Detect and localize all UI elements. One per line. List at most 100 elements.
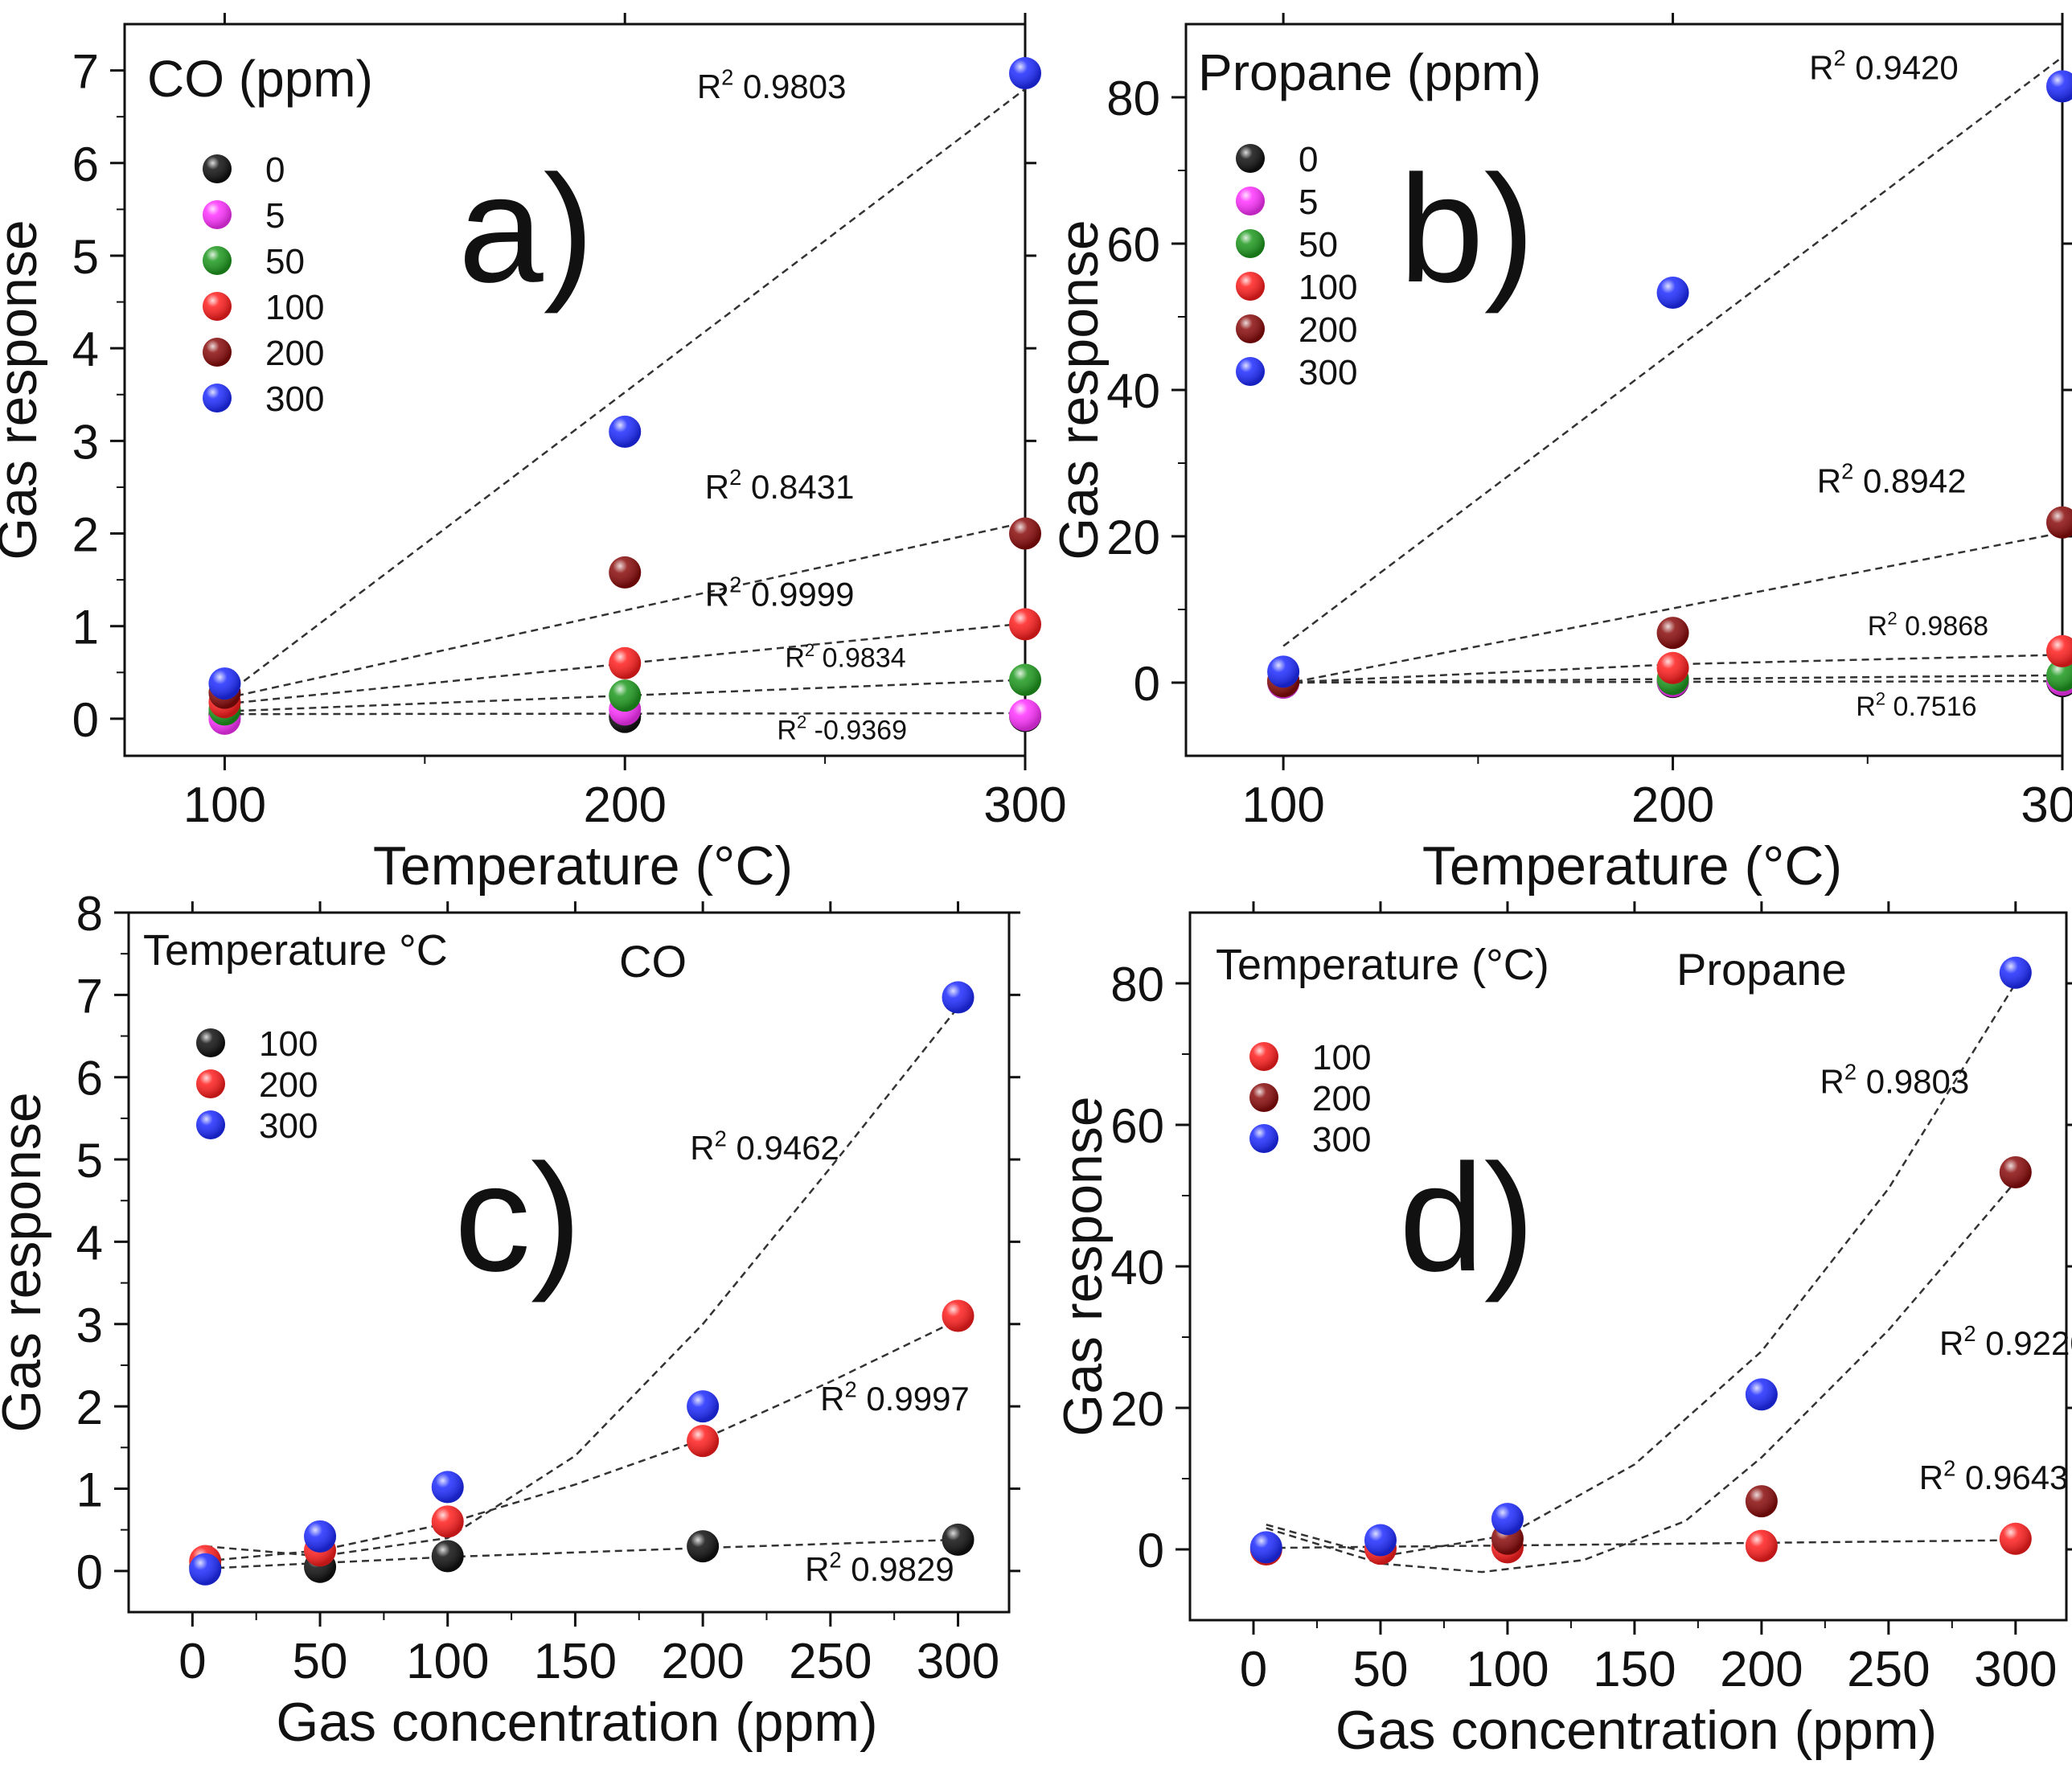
legend-label: 5 [265,196,285,236]
legend-label: 300 [1312,1120,1371,1159]
x-tick-label: 100 [1466,1642,1549,1697]
data-point-shine [189,1553,222,1586]
legend-label: 100 [1299,268,1357,307]
panel-b: 100200300020406080Temperature (°C)Gas re… [1048,13,2072,897]
legend-label: 50 [265,242,305,281]
r-squared-annotation: R2 0.9462 [690,1126,839,1167]
legend-marker-shine [203,384,232,412]
y-tick-label: 0 [1134,657,1160,711]
legend-marker-shine [203,154,232,183]
r-squared-annotation: R2 0.9997 [820,1377,970,1418]
legend-label: 300 [259,1106,318,1146]
r-squared-annotation: R2 -0.9369 [777,712,907,746]
r-squared-annotation: R2 0.9803 [1820,1060,1970,1101]
y-tick-label: 60 [1106,218,1160,272]
legend-label: 100 [265,288,324,327]
plot-frame [127,911,1011,1614]
panel-c: 0 50 100 150 200 250 300 0 1 2 3 4 5 6 7 8 Gas concentra… [0,887,1020,1753]
y-tick-label: 0 [76,1545,103,1599]
r-squared-annotation: R2 0.9999 [705,572,855,613]
y-tick-label: 5 [76,1134,103,1188]
data-point-shine [1745,1378,1778,1411]
x-axis-label: Gas concentration (ppm) [1336,1700,1937,1761]
plot-frame [123,23,1027,757]
data-point-shine [942,1299,974,1332]
data-point-shine [942,981,974,1014]
x-tick-label: 250 [789,1634,872,1689]
legend-marker-shine [1236,357,1265,386]
y-tick-label: 5 [72,230,99,284]
r-squared-annotation: R2 0.9803 [697,64,847,105]
fit-line [205,1319,959,1562]
fit-line [1282,55,2063,647]
y-axis-label: Gas response [0,1092,52,1432]
x-tick-label: 150 [1593,1642,1676,1697]
legend-label: 200 [259,1065,318,1105]
data-point-shine [1364,1524,1397,1557]
y-tick-label: 6 [72,137,99,191]
x-tick-label: 300 [1974,1642,2057,1697]
x-tick-label: 250 [1847,1642,1930,1697]
data-point-shine [1009,57,1041,90]
x-tick-label: 300 [2021,778,2072,833]
legend-label: 200 [265,334,324,373]
data-point-shine [431,1471,464,1504]
chart-title: CO [619,936,687,987]
y-tick-label: 3 [72,415,99,469]
legend-marker-shine [196,1110,225,1139]
data-point-shine [1491,1503,1524,1536]
legend-title: Propane (ppm) [1198,43,1541,101]
legend-marker-shine [203,292,232,321]
legend-label: 300 [265,380,324,419]
x-tick-label: 0 [178,1634,206,1689]
legend-marker-shine [203,338,232,367]
y-axis-label: Gas response [1052,1096,1114,1436]
r-squared-annotation: R2 0.9643 [1919,1455,2069,1496]
y-tick-label: 7 [72,45,99,99]
y-axis-label: Gas response [1048,220,1110,560]
data-point-shine [1745,1529,1778,1562]
r-squared-annotation: R2 0.9834 [785,640,905,674]
legend-marker-shine [1249,1124,1278,1153]
fit-line [205,1006,959,1557]
x-tick-label: 150 [534,1634,617,1689]
y-tick-label: 2 [76,1381,103,1434]
legend-title: Temperature °C [143,926,448,975]
data-point-shine [431,1540,464,1573]
data-point-shine [1999,1155,2032,1188]
y-tick-label: 20 [1110,1382,1164,1436]
legend-label: 200 [1312,1079,1371,1118]
legend-title: CO (ppm) [147,50,373,108]
y-tick-label: 1 [76,1463,103,1516]
x-tick-label: 200 [1720,1642,1803,1697]
legend-label: 5 [1299,183,1318,222]
fit-line [1266,1180,2017,1574]
x-axis-label: Temperature (°C) [373,835,793,897]
x-tick-label: 100 [1241,778,1324,833]
data-point-shine [1009,663,1041,696]
y-tick-label: 0 [72,693,99,747]
data-point-shine [609,679,642,712]
fit-line [224,88,1026,697]
data-point-shine [1656,651,1689,684]
x-tick-label: 50 [293,1634,348,1689]
data-point-shine [304,1520,337,1553]
data-point-shine [431,1505,464,1538]
y-tick-label: 2 [72,508,99,562]
y-tick-label: 40 [1110,1241,1164,1295]
y-tick-label: 80 [1106,72,1160,125]
data-point-shine [609,415,642,448]
legend-label: 300 [1299,353,1357,392]
x-tick-label: 200 [1631,778,1714,833]
y-tick-label: 8 [76,887,103,941]
r-squared-annotation: R2 0.9220 [1939,1321,2072,1362]
r-squared-annotation: R2 0.9829 [805,1547,954,1588]
data-point-shine [1656,617,1689,650]
data-point-shine [2046,70,2072,103]
data-point-shine [1009,608,1041,641]
x-axis-label: Temperature (°C) [1422,835,1842,897]
r-squared-annotation: R2 0.9868 [1868,608,1988,642]
x-tick-label: 50 [1352,1642,1408,1697]
data-point-shine [1267,655,1300,688]
y-tick-label: 80 [1110,958,1164,1011]
